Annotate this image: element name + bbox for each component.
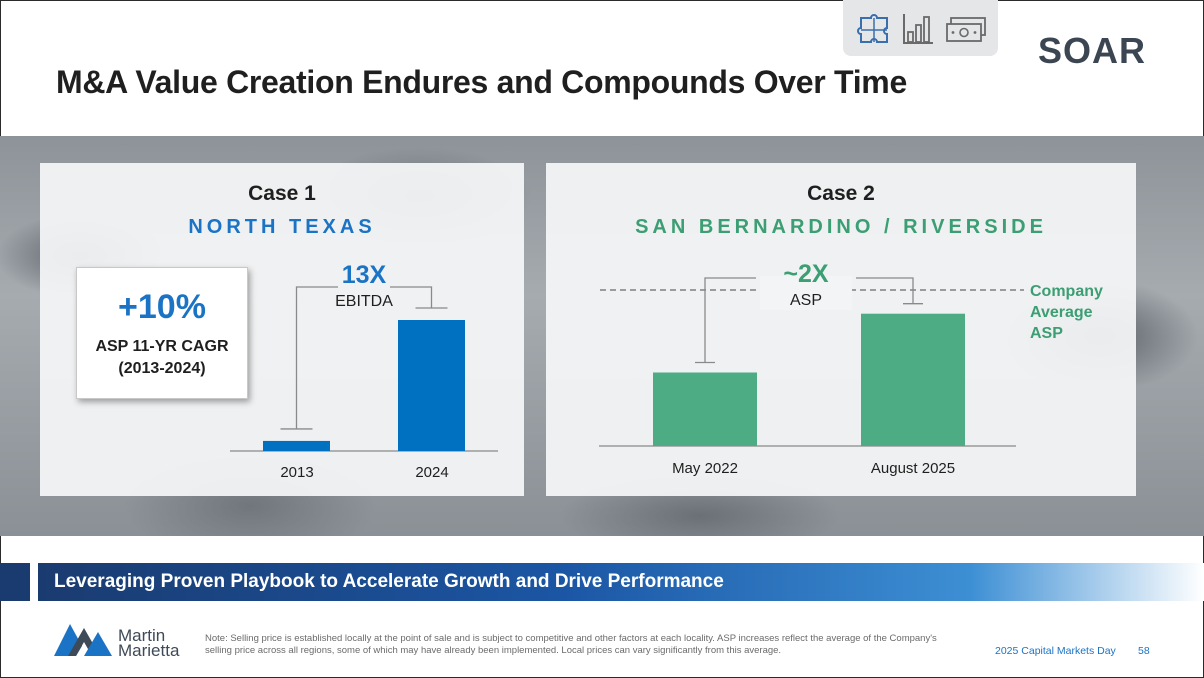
event-name: 2025 Capital Markets Day: [995, 645, 1116, 657]
cagr-callout: +10% ASP 11-YR CAGR (2013-2024): [76, 267, 248, 399]
footnote: Note: Selling price is established local…: [205, 633, 937, 656]
case2-bar-may-2022: [653, 372, 757, 446]
playbook-banner: Leveraging Proven Playbook to Accelerate…: [38, 563, 1204, 601]
case2-label: Case 2: [807, 182, 875, 205]
company-name-line-2: Marietta: [118, 641, 180, 660]
banner-stub: [0, 563, 30, 601]
puzzle-icon: [857, 14, 888, 43]
page-number: 58: [1138, 645, 1150, 657]
case2-xtick-may-2022: May 2022: [672, 460, 738, 477]
case2-panel: [546, 163, 1136, 496]
header-icon-strip: [843, 0, 998, 56]
case1-bar-2024: [398, 320, 465, 451]
cagr-value: +10%: [118, 288, 206, 326]
case2-growth-bracket: [695, 277, 923, 364]
reference-line-label-3: ASP: [1030, 325, 1063, 342]
case1-multiple-label: EBITDA: [335, 293, 393, 310]
bar-chart-icon: [903, 14, 933, 44]
company-name-line-1: Martin: [118, 626, 166, 645]
case2-multiple-value: ~2X: [783, 260, 829, 288]
case1-label: Case 1: [248, 182, 316, 205]
case2-multiple-label: ASP: [790, 292, 822, 309]
soar-logo: SOAR: [1038, 30, 1147, 71]
case2-xtick-august-2025: August 2025: [871, 460, 955, 477]
case1-bar-2013: [263, 440, 330, 451]
reference-line-label-2: Average: [1030, 304, 1093, 321]
cagr-label-line-2: (2013-2024): [118, 360, 206, 377]
case1-region: NORTH TEXAS: [188, 216, 376, 238]
case1-growth-bracket: [280, 286, 448, 430]
case2-region: SAN BERNARDINO / RIVERSIDE: [635, 216, 1047, 238]
martin-marietta-logo: Martin Marietta: [54, 620, 184, 660]
banner-text: Leveraging Proven Playbook to Accelerate…: [54, 571, 724, 592]
cagr-label-line-1: ASP 11-YR CAGR: [95, 338, 229, 355]
money-icon: [946, 17, 986, 42]
case1-xtick-2013: 2013: [280, 464, 313, 481]
case1-multiple-value: 13X: [342, 261, 387, 289]
martin-marietta-mark-icon: [54, 624, 112, 656]
cagr-label: ASP 11-YR CAGR (2013-2024): [77, 336, 247, 380]
case1-xtick-2024: 2024: [415, 464, 448, 481]
case2-bar-august-2025: [861, 313, 965, 446]
case2-annotation-backdrop: [760, 276, 852, 310]
reference-line-label-1: Company: [1030, 283, 1103, 300]
slide-title: M&A Value Creation Endures and Compounds…: [56, 64, 907, 100]
